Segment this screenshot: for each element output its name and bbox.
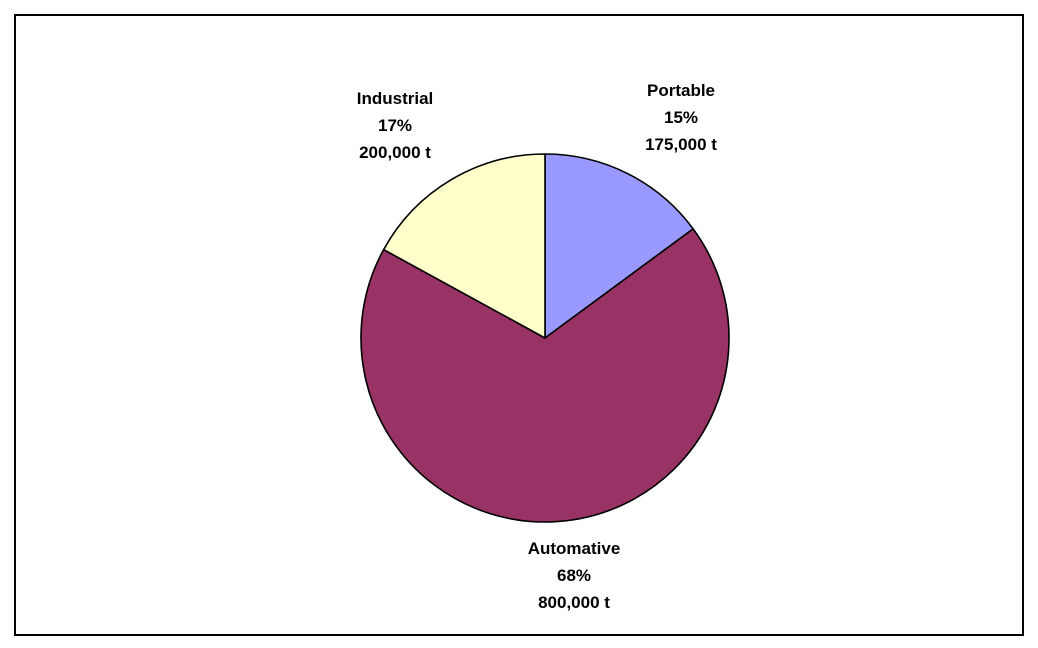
pie-slices bbox=[360, 153, 730, 523]
pie-slice-industrial bbox=[382, 153, 546, 339]
pie-slice-portable bbox=[544, 153, 694, 339]
slice-label-portable: Portable 15% 175,000 t bbox=[645, 81, 717, 154]
slice-amount: 175,000 t bbox=[645, 135, 717, 154]
slice-percent: 15% bbox=[664, 108, 698, 127]
slice-amount: 200,000 t bbox=[359, 143, 431, 162]
pie-chart: Portable 15% 175,000 t Automative 68% 800,000… bbox=[357, 81, 730, 612]
slice-label-industrial: Industrial 17% 200,000 t bbox=[357, 89, 434, 162]
slice-label-automative: Automative 68% 800,000 t bbox=[528, 539, 621, 612]
pie-labels: Portable 15% 175,000 t Automative 68% 800,000… bbox=[357, 81, 718, 612]
slice-percent: 68% bbox=[557, 566, 591, 585]
chart-frame: Portable 15% 175,000 t Automative 68% 800,000… bbox=[14, 14, 1024, 636]
pie-slice-automative bbox=[360, 228, 730, 523]
slice-amount: 800,000 t bbox=[538, 593, 610, 612]
slice-name: Portable bbox=[647, 81, 715, 100]
slice-percent: 17% bbox=[378, 116, 412, 135]
slice-name: Industrial bbox=[357, 89, 434, 108]
slice-name: Automative bbox=[528, 539, 621, 558]
